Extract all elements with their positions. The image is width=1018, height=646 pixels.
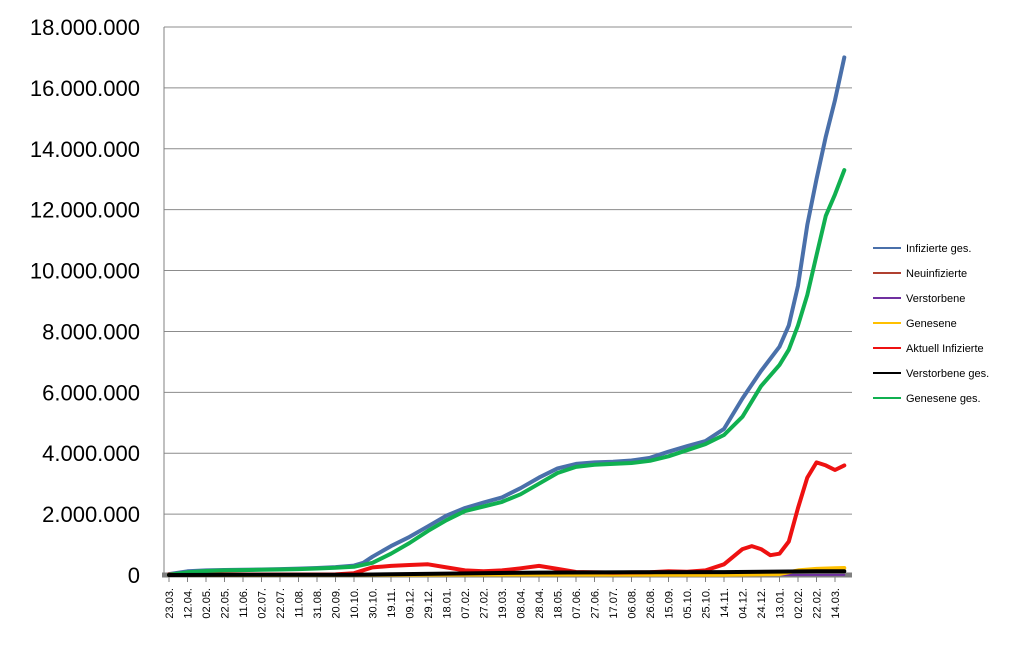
y-tick-label: 2.000.000 xyxy=(42,502,140,527)
x-tick-label: 04.12. xyxy=(738,588,750,619)
x-tick-label: 02.05. xyxy=(201,588,213,619)
legend-label: Aktuell Infizierte xyxy=(906,343,984,355)
x-tick-label: 29.12. xyxy=(423,588,435,619)
x-tick-label: 23.03. xyxy=(164,588,176,619)
x-tick-label: 08.04. xyxy=(516,588,528,619)
series-line-0 xyxy=(169,57,844,574)
y-tick-label: 12.000.000 xyxy=(30,198,140,223)
x-tick-label: 07.02. xyxy=(460,588,472,619)
legend-label: Verstorbene xyxy=(906,293,965,305)
y-tick-label: 16.000.000 xyxy=(30,76,140,101)
x-tick-label: 06.08. xyxy=(627,588,639,619)
legend-label: Neuinfizierte xyxy=(906,268,967,280)
x-tick-label: 18.01. xyxy=(442,588,454,619)
x-tick-label: 28.04. xyxy=(534,588,546,619)
legend-label: Genesene xyxy=(906,318,957,330)
x-tick-label: 22.07. xyxy=(275,588,287,619)
gridlines xyxy=(164,27,852,514)
legend: Infizierte ges. Neuinfizierte Verstorbene G… xyxy=(873,243,989,405)
x-tick-label: 13.01. xyxy=(775,588,787,619)
x-tick-label: 27.02. xyxy=(479,588,491,619)
x-tick-label: 02.02. xyxy=(793,588,805,619)
y-tick-label: 18.000.000 xyxy=(30,15,140,40)
x-tick-label: 09.12. xyxy=(405,588,417,619)
y-tick-label: 4.000.000 xyxy=(42,441,140,466)
x-axis-tick-labels: 23.03. 12.04. 02.05. 22.05. 11.06. 02.07. 22.0… xyxy=(164,588,842,619)
x-tick-label: 31.08. xyxy=(312,588,324,619)
y-tick-label: 10.000.000 xyxy=(30,259,140,284)
x-tick-label: 11.06. xyxy=(238,588,250,618)
x-tick-label: 18.05. xyxy=(553,588,565,619)
series-lines xyxy=(169,57,844,575)
x-tick-label: 17.07. xyxy=(608,588,620,619)
x-tick-label: 15.09. xyxy=(664,588,676,619)
x-tick-label: 30.10. xyxy=(368,588,380,619)
y-tick-label: 6.000.000 xyxy=(42,380,140,405)
x-tick-label: 02.07. xyxy=(257,588,269,619)
legend-label: Infizierte ges. xyxy=(906,243,971,255)
x-tick-label: 19.03. xyxy=(497,588,509,619)
x-tick-label: 22.02. xyxy=(812,588,824,619)
x-tick-label: 14.03. xyxy=(830,588,842,619)
x-tick-label: 07.06. xyxy=(571,588,583,619)
x-tick-label: 12.04. xyxy=(183,588,195,619)
x-tick-label: 11.08. xyxy=(294,588,306,618)
x-tick-label: 19.11. xyxy=(386,588,398,618)
y-tick-label: 14.000.000 xyxy=(30,137,140,162)
x-tick-label: 26.08. xyxy=(645,588,657,619)
legend-label: Genesene ges. xyxy=(906,393,981,405)
y-tick-label: 8.000.000 xyxy=(42,319,140,344)
y-tick-label: 0 xyxy=(128,563,140,588)
x-tick-label: 22.05. xyxy=(220,588,232,619)
series-line-4 xyxy=(169,462,844,574)
x-tick-label: 20.09. xyxy=(331,588,343,619)
legend-label: Verstorbene ges. xyxy=(906,368,989,380)
x-tick-label: 05.10. xyxy=(682,588,694,619)
x-tick-label: 27.06. xyxy=(590,588,602,619)
x-tick-label: 25.10. xyxy=(701,588,713,619)
x-tick-label: 24.12. xyxy=(756,588,768,619)
x-tick-label: 14.11. xyxy=(719,588,731,618)
x-tick-label: 10.10. xyxy=(349,588,361,619)
y-axis-tick-labels: 0 2.000.000 4.000.000 6.000.000 8.000.000 10.… xyxy=(30,15,140,588)
